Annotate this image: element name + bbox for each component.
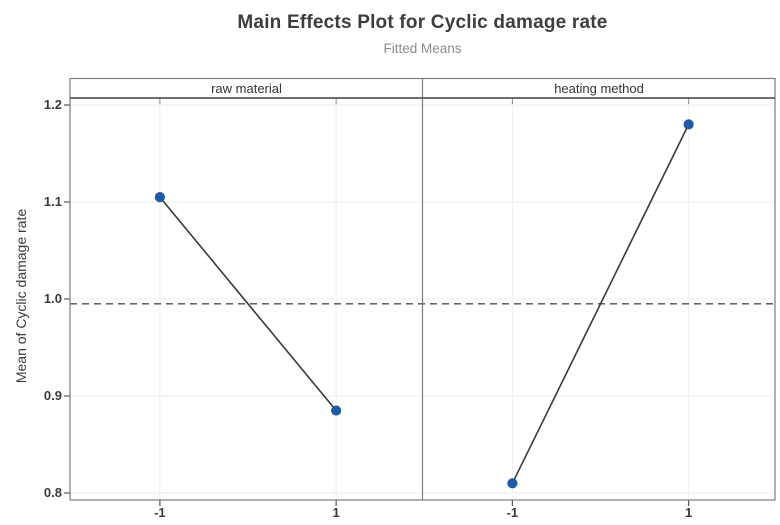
data-point-marker xyxy=(154,192,165,203)
y-tick-label: 0.8 xyxy=(43,485,62,500)
y-tick-label: 0.9 xyxy=(43,388,62,403)
x-tick-label: 1 xyxy=(685,505,693,520)
series-line xyxy=(511,124,690,484)
panel-header-heating-method: heating method xyxy=(554,81,644,96)
x-tick-label: -1 xyxy=(154,505,166,520)
panel-header-raw-material: raw material xyxy=(211,81,282,96)
data-point-marker xyxy=(331,405,342,416)
x-tick-label: 1 xyxy=(332,505,340,520)
data-point-marker xyxy=(507,478,518,489)
y-tick-label: 1.2 xyxy=(43,97,62,112)
chart-title: Main Effects Plot for Cyclic damage rate xyxy=(237,12,608,33)
y-tick-label: 1.1 xyxy=(43,194,62,209)
series-line xyxy=(159,196,337,412)
x-tick-label: -1 xyxy=(506,505,519,520)
chart-subtitle: Fitted Means xyxy=(383,41,462,56)
y-tick-label: 1.0 xyxy=(43,291,62,306)
data-point-marker xyxy=(683,119,694,130)
